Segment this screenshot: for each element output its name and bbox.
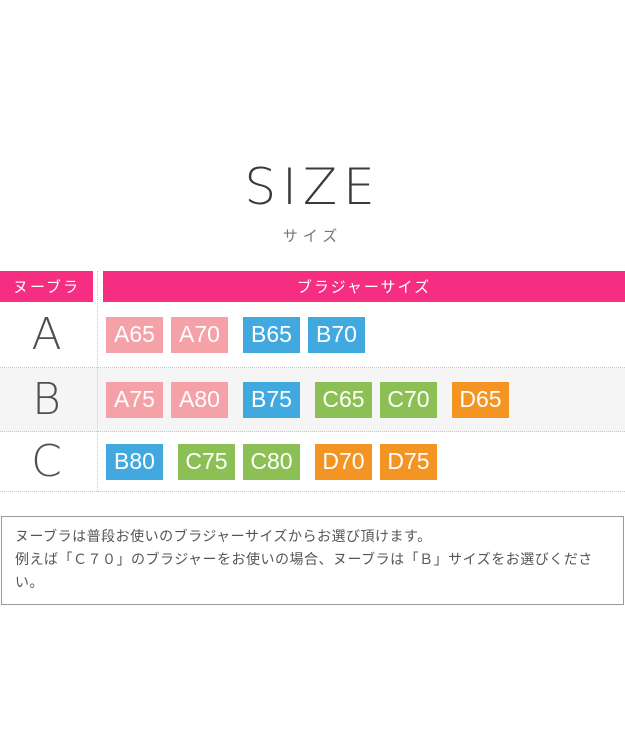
column-separator xyxy=(97,271,98,492)
table-row-c: C B80 C75 C80 D70 D75 xyxy=(0,432,625,492)
table-row-a: A A65 A70 B65 B70 xyxy=(0,302,625,368)
page-title: SIZE xyxy=(244,158,381,216)
note-line-1: ヌーブラは普段お使いのブラジャーサイズからお選び頂けます。 xyxy=(15,528,432,544)
size-chip: A75 xyxy=(106,381,163,418)
size-chip: D65 xyxy=(452,381,509,418)
size-chip: C65 xyxy=(315,381,372,418)
header-cell-nubra: ヌーブラ xyxy=(0,271,93,302)
row-label: C xyxy=(31,435,62,487)
size-chip: A70 xyxy=(171,316,228,353)
size-chip: C80 xyxy=(243,443,300,480)
table-header-row: ヌーブラ ブラジャーサイズ xyxy=(0,271,625,302)
chip-group: B80 C75 C80 D70 D75 xyxy=(93,443,625,480)
note-line-2: 例えば「Ｃ７０」のブラジャーをお使いの場合、ヌーブラは「Ｂ」サイズをお選びくださ… xyxy=(15,551,593,590)
size-chip: B80 xyxy=(106,443,163,480)
size-chip: A80 xyxy=(171,381,228,418)
note-box: ヌーブラは普段お使いのブラジャーサイズからお選び頂けます。 例えば「Ｃ７０」のブ… xyxy=(1,516,624,605)
page-subtitle: サイズ xyxy=(282,228,343,245)
size-chip: D75 xyxy=(380,443,437,480)
row-label: B xyxy=(32,373,61,425)
table-row-b: B A75 A80 B75 C65 C70 D65 xyxy=(0,368,625,432)
size-chip: B75 xyxy=(243,381,300,418)
size-chip: D70 xyxy=(315,443,372,480)
size-chip: B70 xyxy=(308,316,365,353)
chip-group: A65 A70 B65 B70 xyxy=(93,316,625,353)
size-chip: B65 xyxy=(243,316,300,353)
size-chip: C70 xyxy=(380,381,437,418)
size-table: ヌーブラ ブラジャーサイズ A A65 A70 B65 B70 B A75 A8… xyxy=(0,271,625,492)
row-label: A xyxy=(31,308,62,360)
size-chip: A65 xyxy=(106,316,163,353)
header-cell-bra-size: ブラジャーサイズ xyxy=(103,271,625,302)
size-chip: C75 xyxy=(178,443,235,480)
chip-group: A75 A80 B75 C65 C70 D65 xyxy=(93,381,625,418)
